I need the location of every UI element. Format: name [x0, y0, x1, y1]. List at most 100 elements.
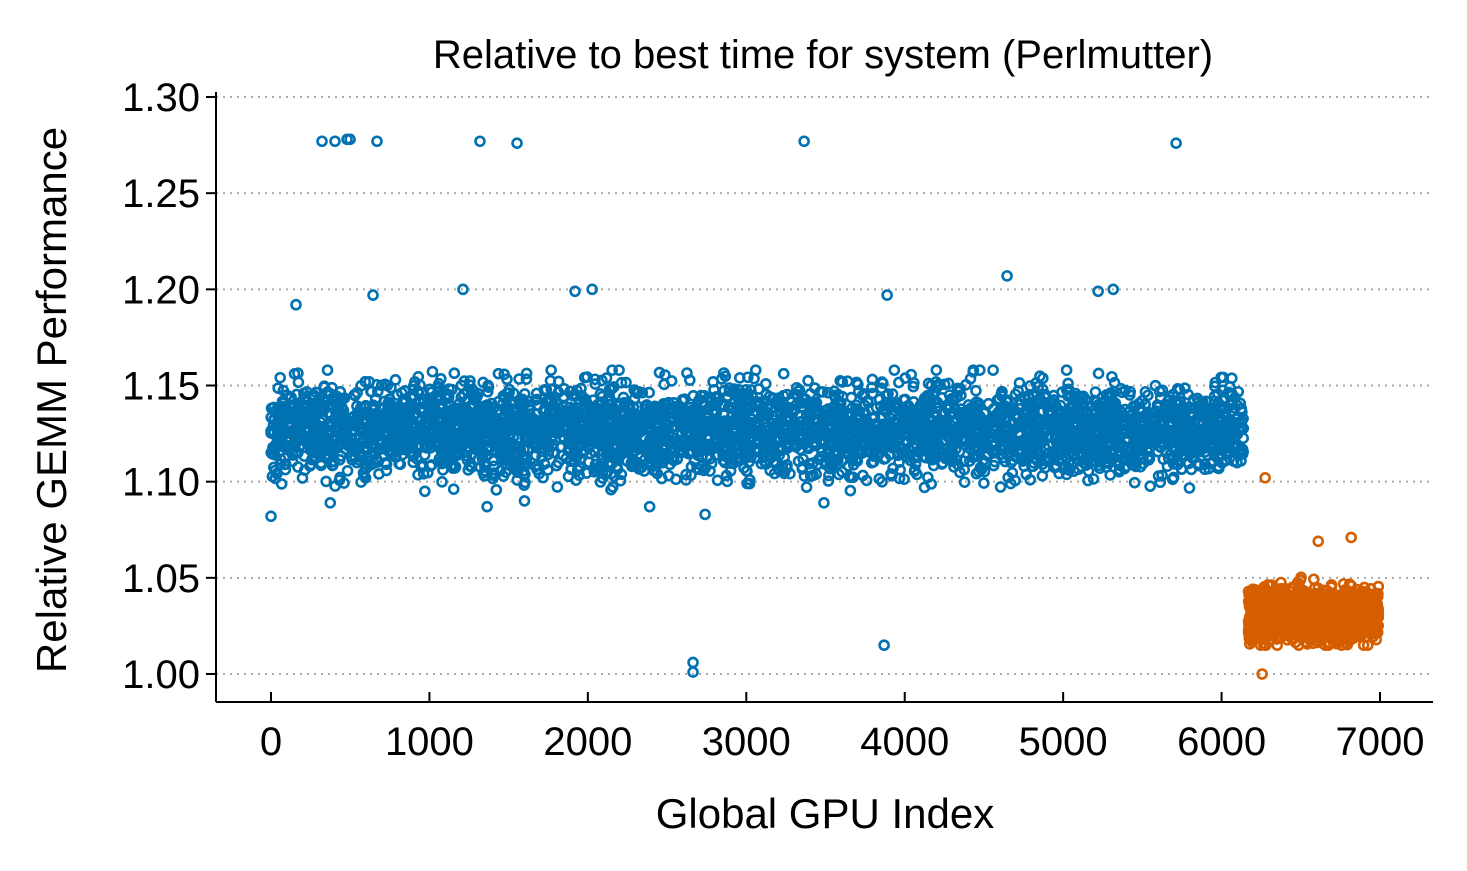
data-point [842, 460, 855, 472]
data-point [474, 135, 486, 148]
data-point [266, 470, 279, 483]
data-point [321, 364, 334, 376]
data-point [481, 500, 493, 513]
data-point [987, 364, 999, 376]
data-point [687, 656, 699, 669]
data-point [925, 478, 937, 490]
data-point [1013, 394, 1026, 406]
data-point [653, 366, 666, 379]
data-point [1082, 474, 1094, 487]
data-point [545, 364, 557, 376]
data-point [908, 465, 921, 478]
data-point [777, 465, 789, 478]
data-point [776, 461, 789, 474]
data-point [1144, 480, 1156, 492]
data-point [1092, 367, 1105, 380]
data-point [994, 481, 1007, 493]
data-point [846, 402, 859, 414]
data-point [329, 135, 341, 148]
data-point [978, 477, 990, 489]
data-point [1093, 462, 1106, 475]
data-point [1092, 285, 1104, 298]
data-point [887, 462, 899, 475]
data-point [448, 367, 461, 380]
data-point [1196, 443, 1209, 455]
data-point [518, 451, 531, 464]
data-point [899, 372, 912, 384]
data-point [486, 472, 499, 485]
data-point [643, 500, 656, 513]
data-point [957, 435, 970, 448]
data-point [315, 457, 327, 469]
data-point [699, 508, 711, 521]
data-point [437, 464, 449, 476]
data-point [1154, 476, 1167, 489]
data-point [1006, 467, 1019, 479]
data-point [536, 451, 548, 463]
data-point [272, 382, 284, 394]
data-point [930, 364, 943, 376]
data-point [518, 495, 531, 507]
data-point [643, 386, 656, 399]
data-point [324, 497, 337, 509]
data-point [1106, 370, 1118, 383]
data-point [1091, 434, 1104, 447]
data-point [844, 484, 857, 497]
data-point [569, 285, 581, 298]
data-point [265, 510, 277, 523]
data-point [1156, 469, 1168, 482]
data-point [930, 376, 942, 388]
data-point [784, 467, 796, 480]
data-point [1207, 403, 1220, 416]
data-point [1152, 445, 1164, 458]
data-point [860, 437, 873, 450]
data-point [876, 475, 888, 488]
data-point [798, 135, 810, 148]
data-point [888, 364, 901, 376]
data-point [513, 373, 525, 385]
data-point [367, 289, 379, 301]
data-point [881, 289, 893, 301]
data-point [1166, 473, 1179, 486]
data-point [490, 484, 503, 496]
data-point [595, 448, 607, 461]
data-point [511, 137, 523, 149]
data-point [1139, 386, 1152, 398]
data-point [1182, 388, 1194, 401]
data-point [818, 497, 830, 509]
data-point [341, 464, 354, 477]
data-point [687, 666, 699, 678]
data-point [1093, 428, 1106, 440]
data-point [987, 459, 1000, 472]
data-point [320, 475, 332, 488]
data-point [551, 481, 564, 493]
data-point [492, 367, 505, 380]
data-point [1128, 476, 1141, 489]
data-point [436, 457, 448, 470]
data-point [1013, 377, 1026, 389]
data-point [1060, 364, 1073, 376]
data-point [426, 365, 439, 378]
data-point [1170, 137, 1182, 149]
data-point [1094, 456, 1107, 468]
data-point [857, 469, 869, 482]
data-point [380, 464, 393, 477]
data-point [970, 384, 982, 397]
data-point [893, 472, 906, 485]
data-point [275, 478, 288, 490]
data-point [687, 389, 700, 402]
data-point [958, 455, 970, 468]
data-point [482, 381, 495, 393]
data-point [1001, 270, 1013, 282]
data-point [841, 375, 854, 387]
data-point [1087, 473, 1100, 485]
data-point [457, 283, 469, 296]
data-point [371, 135, 383, 148]
data-point [380, 458, 393, 471]
data-point [696, 460, 708, 473]
data-point [878, 639, 890, 651]
data-point [777, 367, 790, 380]
data-point [718, 367, 730, 379]
data-point [1183, 482, 1196, 494]
